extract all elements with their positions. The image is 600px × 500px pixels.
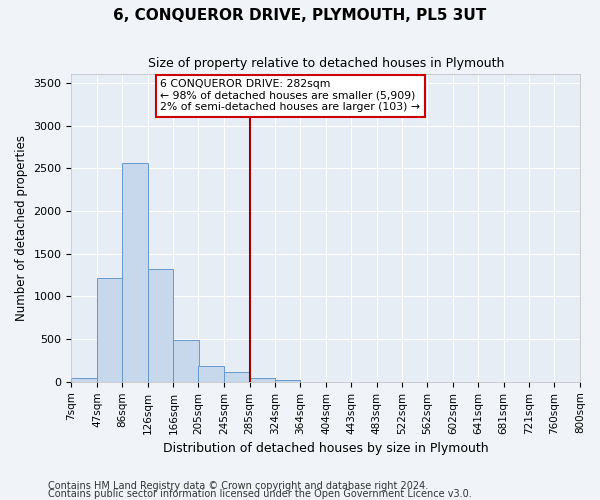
Bar: [97, 278, 123, 382]
Bar: [173, 340, 199, 382]
X-axis label: Distribution of detached houses by size in Plymouth: Distribution of detached houses by size …: [163, 442, 488, 455]
Text: 6, CONQUEROR DRIVE, PLYMOUTH, PL5 3UT: 6, CONQUEROR DRIVE, PLYMOUTH, PL5 3UT: [113, 8, 487, 22]
Bar: [122, 163, 148, 382]
Bar: [275, 380, 301, 382]
Text: Contains HM Land Registry data © Crown copyright and database right 2024.: Contains HM Land Registry data © Crown c…: [48, 481, 428, 491]
Bar: [250, 378, 275, 382]
Text: Contains public sector information licensed under the Open Government Licence v3: Contains public sector information licen…: [48, 489, 472, 499]
Bar: [224, 372, 250, 382]
Text: 6 CONQUEROR DRIVE: 282sqm
← 98% of detached houses are smaller (5,909)
2% of sem: 6 CONQUEROR DRIVE: 282sqm ← 98% of detac…: [160, 79, 421, 112]
Y-axis label: Number of detached properties: Number of detached properties: [15, 135, 28, 321]
Title: Size of property relative to detached houses in Plymouth: Size of property relative to detached ho…: [148, 58, 504, 70]
Bar: [71, 378, 97, 382]
Bar: [148, 269, 173, 382]
Bar: [199, 366, 224, 382]
